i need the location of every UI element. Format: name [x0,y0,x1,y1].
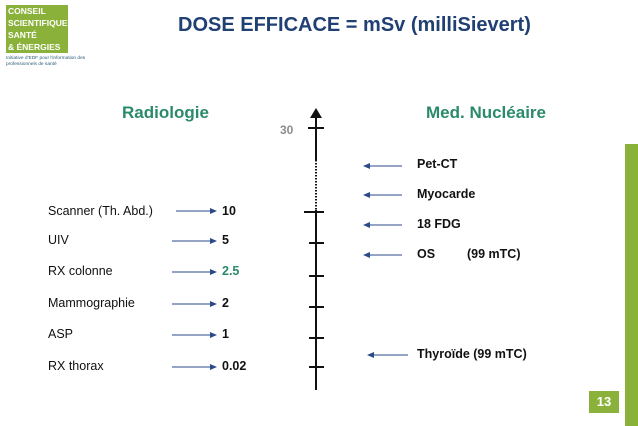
logo-tagline: Initiative d'EDF pour l'information des … [6,56,86,67]
page-number: 13 [589,391,619,413]
radiologie-label: UIV [48,233,69,247]
logo-line: CONSEIL [6,5,68,17]
slide-title: DOSE EFFICACE = mSv (milliSievert) [178,14,531,36]
logo: CONSEIL SCIENTIFIQUE SANTÉ & ÉNERGIES In… [6,5,100,73]
nucleaire-label: Thyroïde (99 mTC) [417,347,527,361]
logo-line: SCIENTIFIQUE [6,17,68,29]
scale-label-30: 30 [280,123,294,137]
nucleaire-label: Myocarde [417,187,476,201]
radiologie-label: ASP [48,327,74,341]
heading-radiologie: Radiologie [122,103,209,122]
radiologie-value: 0.02 [222,359,247,373]
nucleaire-note: (99 mTC) [467,247,521,261]
nucleaire-label: 18 FDG [417,217,461,231]
radiologie-value: 1 [222,327,229,341]
side-accent-bar [625,144,638,426]
radiologie-value: 5 [222,233,229,247]
radiologie-label: Mammographie [48,296,135,310]
logo-line: & ÉNERGIES [6,41,68,53]
radiologie-label: Scanner (Th. Abd.) [48,204,153,218]
radiologie-label: RX colonne [48,264,113,278]
radiologie-label: RX thorax [48,359,104,373]
nucleaire-label: OS [417,247,436,261]
radiologie-value: 2 [222,296,229,310]
radiologie-value: 10 [222,204,236,218]
logo-line: SANTÉ [6,29,68,41]
heading-med-nucleaire: Med. Nucléaire [426,103,546,122]
nucleaire-label: Pet-CT [417,157,458,171]
radiologie-value: 2.5 [222,264,240,278]
scale-axis-arrowhead [310,108,322,118]
